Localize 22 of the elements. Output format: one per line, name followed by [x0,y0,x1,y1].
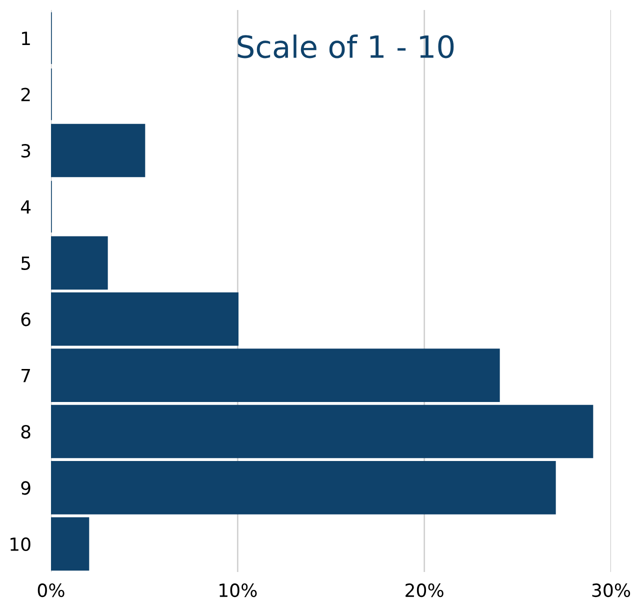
bar [51,292,238,346]
bar [51,348,500,402]
y-tick-label: 4 [20,200,31,214]
bar [51,124,146,178]
x-tick-label: 20% [406,583,444,598]
y-tick-label: 8 [21,424,30,439]
x-tick-label: 0% [38,583,64,598]
y-tick-label: 10 [10,537,30,552]
text: Scale of 1 - 10 [238,34,454,58]
x-tick-label: 30% [592,583,630,598]
y-tick-label: 5 [21,256,30,270]
y-tick-label: 7 [22,368,30,382]
y-tick-label: 9 [21,481,30,495]
x-tick-label: 10% [220,583,257,598]
bar [51,517,90,571]
y-tick-label: 3 [21,144,30,158]
y-tick-label: 6 [21,312,30,326]
y-tick-label: 1 [22,32,30,45]
bar [51,404,594,458]
bar [51,236,108,290]
bar [51,461,556,514]
y-tick-label: 2 [21,88,30,102]
